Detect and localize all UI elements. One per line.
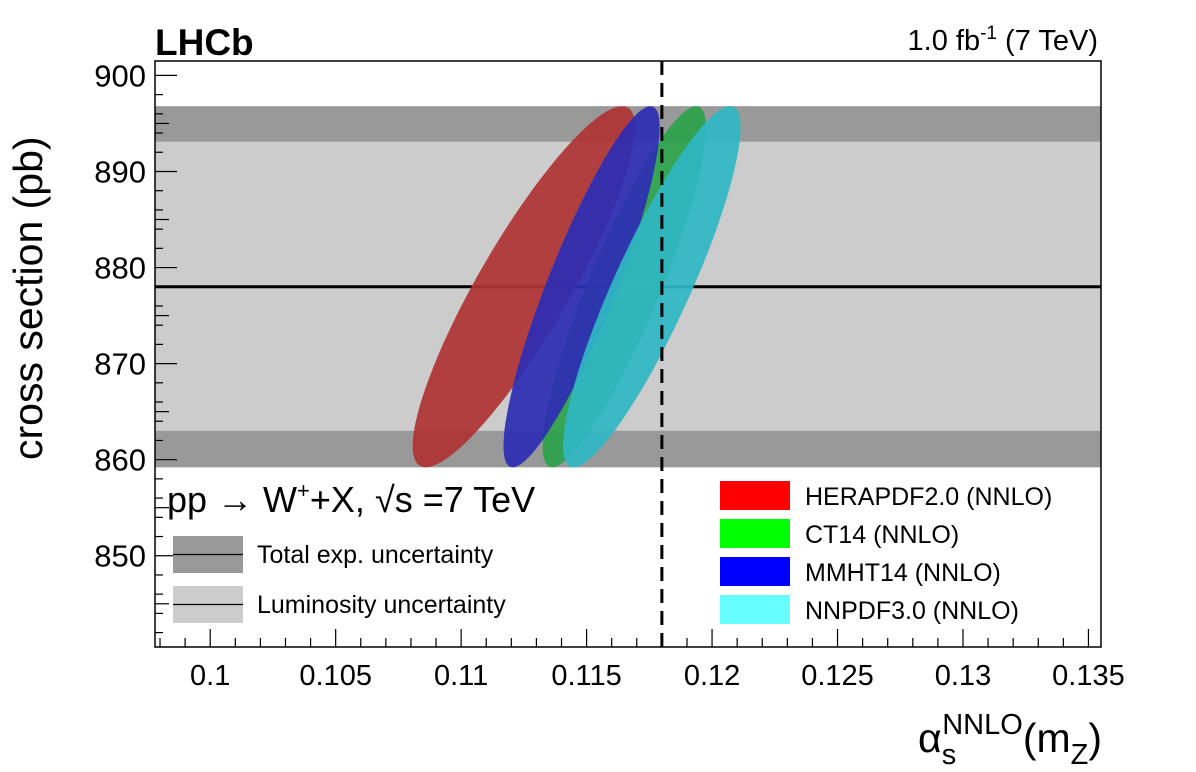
y-tick-label: 850 — [94, 539, 146, 574]
pdf-legend: HERAPDF2.0 (NNLO) CT14 (NNLO) MMHT14 (NNLO… — [720, 481, 1052, 625]
pdf-legend-swatch — [720, 481, 790, 510]
pdf-ellipses — [412, 106, 741, 468]
ellipse-mmht14 — [503, 106, 660, 468]
process-label: pp → W++X, √s =7 TeV — [167, 478, 535, 520]
y-axis: 850 860 870 880 890 900 — [94, 58, 177, 634]
pdf-legend-label: MMHT14 (NNLO) — [805, 559, 1001, 587]
pdf-legend-swatch — [720, 595, 790, 624]
x-tick-label: 0.13 — [935, 660, 991, 692]
x-tick-label: 0.125 — [801, 660, 874, 692]
plot-frame — [154, 60, 1102, 648]
y-tick-label: 880 — [94, 251, 146, 286]
pdf-legend-label: NNPDF3.0 (NNLO) — [805, 597, 1019, 625]
pdf-legend-swatch — [720, 519, 790, 548]
pdf-legend-label: HERAPDF2.0 (NNLO) — [805, 483, 1052, 511]
x-tick-label: 0.1 — [190, 660, 230, 692]
x-tick-label: 0.105 — [299, 660, 372, 692]
y-tick-label: 870 — [94, 347, 146, 382]
ellipse-herapdf20 — [412, 106, 635, 468]
x-tick-label: 0.12 — [684, 660, 740, 692]
band-legend-label: Luminosity uncertainty — [257, 591, 506, 619]
pdf-legend-swatch — [720, 557, 790, 586]
experiment-label: LHCb — [155, 22, 254, 63]
x-axis-label: αsNNLO(mZ) — [918, 709, 1102, 771]
y-tick-label: 860 — [94, 443, 146, 478]
x-axis: 0.1 0.105 0.11 0.115 0.12 0.125 0.13 0.135 — [159, 629, 1125, 692]
y-axis-label: cross section (pb) — [5, 136, 51, 460]
x-tick-label: 0.11 — [434, 660, 488, 692]
x-tick-label: 0.115 — [551, 660, 621, 692]
band-legend-label: Total exp. uncertainty — [257, 541, 494, 569]
band-legend: Total exp. uncertainty Luminosity uncerta… — [173, 536, 506, 623]
y-tick-label: 890 — [94, 154, 146, 189]
luminosity-label: 1.0 fb-1 (7 TeV) — [908, 23, 1098, 57]
ellipse-nnpdf30 — [563, 106, 741, 468]
y-tick-label: 900 — [94, 58, 146, 93]
x-tick-label: 0.135 — [1052, 660, 1125, 692]
pdf-legend-label: CT14 (NNLO) — [805, 521, 959, 549]
legend-background — [157, 470, 1099, 645]
